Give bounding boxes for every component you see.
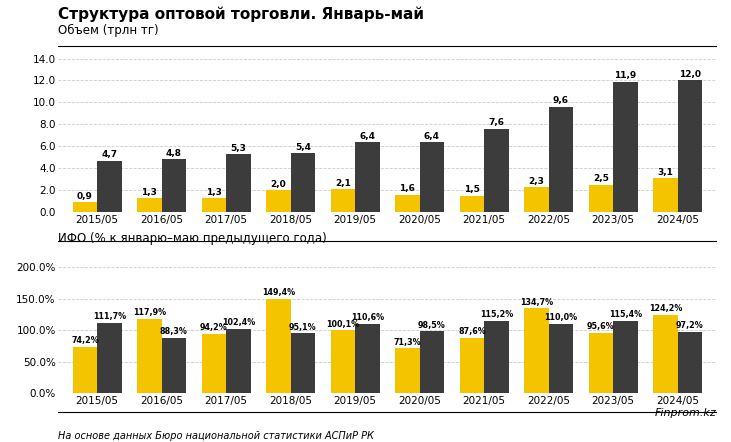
Bar [484,129,509,212]
Text: 111,7%: 111,7% [93,312,126,321]
Text: На основе данных Бюро национальной статистики АСПиР РК: На основе данных Бюро национальной стати… [58,431,374,441]
Text: 102,4%: 102,4% [221,318,255,327]
Text: 3,1: 3,1 [657,168,673,177]
Text: Finprom.kz: Finprom.kz [655,408,716,418]
Text: 110,0%: 110,0% [545,313,577,322]
Text: Объем (трлн тг): Объем (трлн тг) [58,24,159,38]
Text: 5,3: 5,3 [230,144,246,152]
Bar [291,153,315,212]
Bar [97,160,121,212]
Bar [460,196,484,212]
Text: 95,6%: 95,6% [587,322,615,332]
Bar [654,315,678,393]
Bar [678,80,702,212]
Text: 71,3%: 71,3% [393,338,421,347]
Bar [330,330,355,393]
Text: 95,1%: 95,1% [289,323,317,332]
Bar [226,329,251,393]
Text: 124,2%: 124,2% [648,305,682,313]
Bar [420,331,444,393]
Text: Структура оптовой торговли. Январь-май: Структура оптовой торговли. Январь-май [58,7,425,22]
Bar [162,338,186,393]
Text: 12,0: 12,0 [679,70,701,79]
Bar [654,178,678,212]
Bar [484,320,509,393]
Bar [266,299,291,393]
Bar [588,185,613,212]
Bar [420,142,444,212]
Text: 88,3%: 88,3% [160,327,188,336]
Text: 98,5%: 98,5% [418,320,446,330]
Bar [395,194,420,212]
Bar [460,338,484,393]
Text: 7,6: 7,6 [488,118,504,127]
Text: 110,6%: 110,6% [351,313,384,322]
Bar [266,190,291,212]
Bar [137,198,162,212]
Bar [202,334,226,393]
Bar [524,309,549,393]
Bar [588,333,613,393]
Text: 1,6: 1,6 [399,184,415,193]
Bar [72,347,97,393]
Bar [395,348,420,393]
Text: 87,6%: 87,6% [458,328,486,336]
Text: 97,2%: 97,2% [676,321,704,331]
Bar [355,324,379,393]
Bar [678,332,702,393]
Bar [613,320,637,393]
Text: 117,9%: 117,9% [133,309,166,317]
Text: 115,2%: 115,2% [480,310,513,319]
Text: 4,8: 4,8 [166,149,182,158]
Text: 2,0: 2,0 [270,180,287,189]
Bar [291,333,315,393]
Text: 74,2%: 74,2% [71,336,99,345]
Bar [226,154,251,212]
Bar [330,189,355,212]
Text: 2,5: 2,5 [593,175,609,183]
Text: 4,7: 4,7 [102,150,118,159]
Text: 2,3: 2,3 [529,177,545,186]
Text: 6,4: 6,4 [360,132,376,141]
Text: 2,1: 2,1 [335,179,351,188]
Legend: Продовольственные товары, Непродовольственные товары и товары производственно-те: Продовольственные товары, Непродовольств… [63,258,651,274]
Bar [97,323,121,393]
Bar [524,187,549,212]
Bar [202,198,226,212]
Text: 5,4: 5,4 [295,143,311,152]
Text: 94,2%: 94,2% [200,323,228,332]
Bar [549,324,573,393]
Bar [549,107,573,212]
Bar [613,82,637,212]
Bar [137,319,162,393]
Text: 6,4: 6,4 [424,132,440,141]
Bar [72,202,97,212]
Text: 1,3: 1,3 [206,187,222,197]
Bar [355,142,379,212]
Text: 9,6: 9,6 [553,96,569,106]
Text: 149,4%: 149,4% [262,289,295,297]
Bar [162,160,186,212]
Text: 11,9: 11,9 [614,71,637,80]
Text: 115,4%: 115,4% [609,310,642,319]
Text: 1,3: 1,3 [142,187,157,197]
Text: 134,7%: 134,7% [520,298,553,307]
Text: 100,1%: 100,1% [326,320,360,328]
Text: ИФО (% к январю–маю предыдущего года): ИФО (% к январю–маю предыдущего года) [58,232,327,244]
Text: 1,5: 1,5 [464,185,480,194]
Text: 0,9: 0,9 [77,192,93,201]
